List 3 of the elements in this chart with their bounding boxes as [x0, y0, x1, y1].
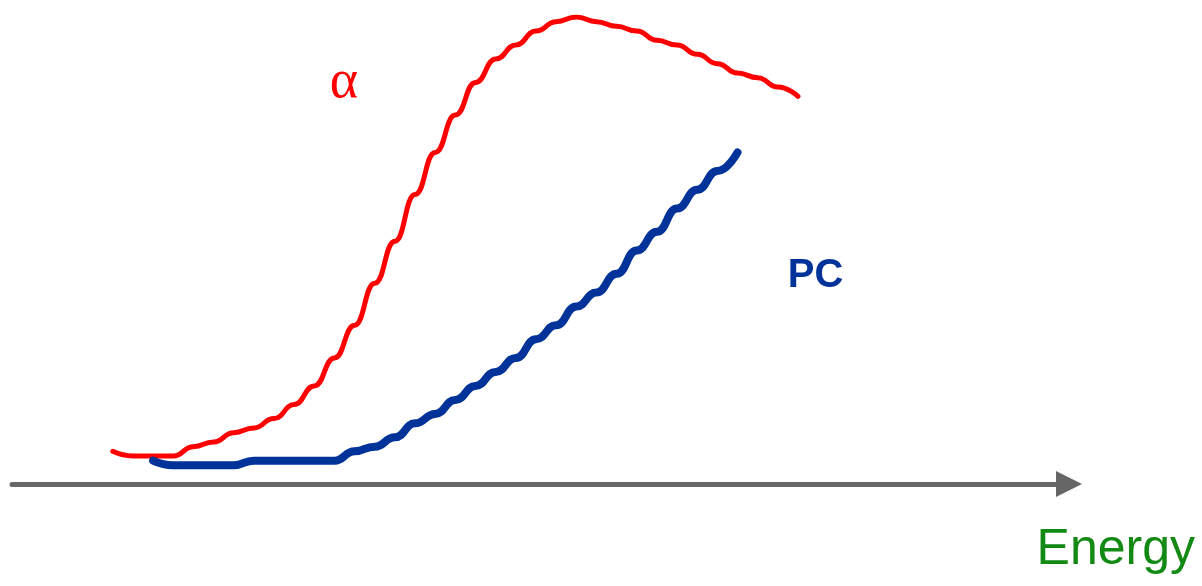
text: PC: [787, 251, 844, 296]
x-axis-title: Energy: [1036, 519, 1195, 575]
series-label: α: [329, 49, 359, 110]
